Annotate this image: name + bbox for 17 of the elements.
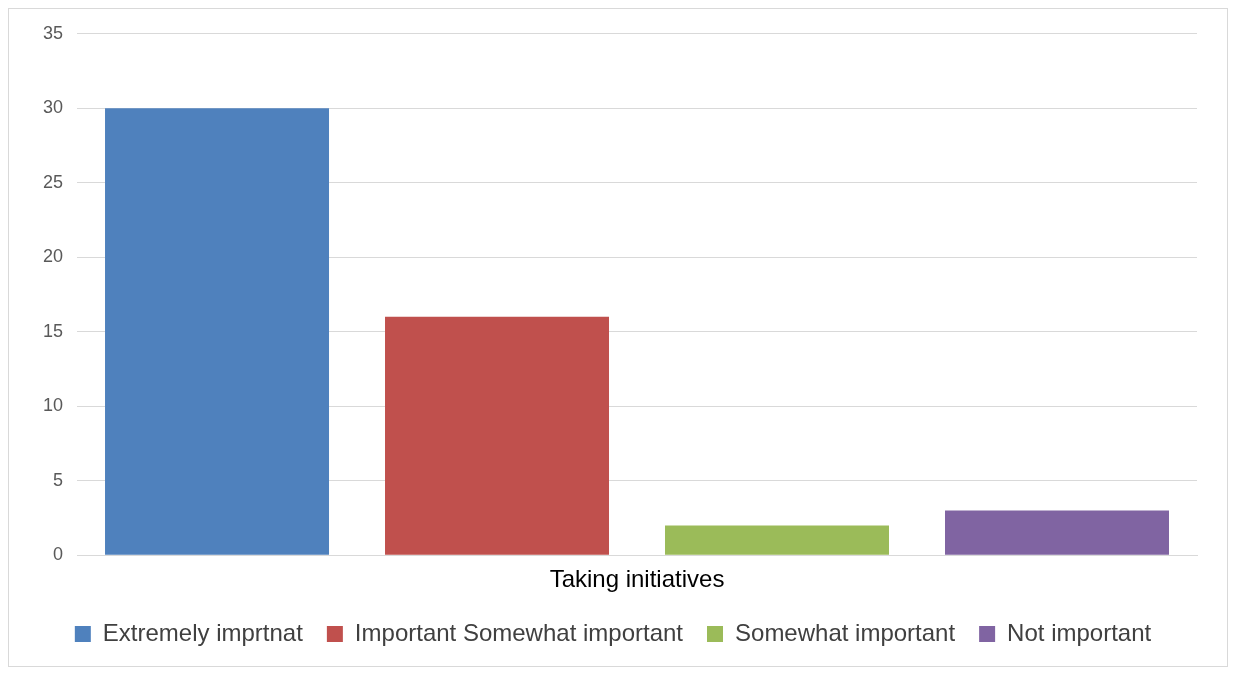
y-tick-label: 25 (42, 171, 64, 192)
y-tick-label: 30 (42, 97, 64, 118)
y-tick-label: 10 (42, 395, 64, 416)
y-tick-label: 5 (53, 469, 64, 490)
legend-label: Important Somewhat important (354, 618, 684, 646)
y-tick-label: 35 (42, 22, 64, 43)
legend-label: Extremely imprtnat (102, 618, 304, 646)
x-tick-label: Taking initiatives (549, 565, 725, 593)
y-tick-label: 15 (42, 320, 64, 341)
bar (665, 525, 890, 555)
bar (105, 108, 330, 555)
bar (385, 316, 610, 555)
legend-label: Somewhat important (735, 618, 956, 646)
y-tick-label: 0 (53, 544, 64, 565)
bar (945, 510, 1169, 555)
legend-label: Not important (1007, 618, 1152, 646)
y-tick-label: 20 (42, 246, 64, 267)
